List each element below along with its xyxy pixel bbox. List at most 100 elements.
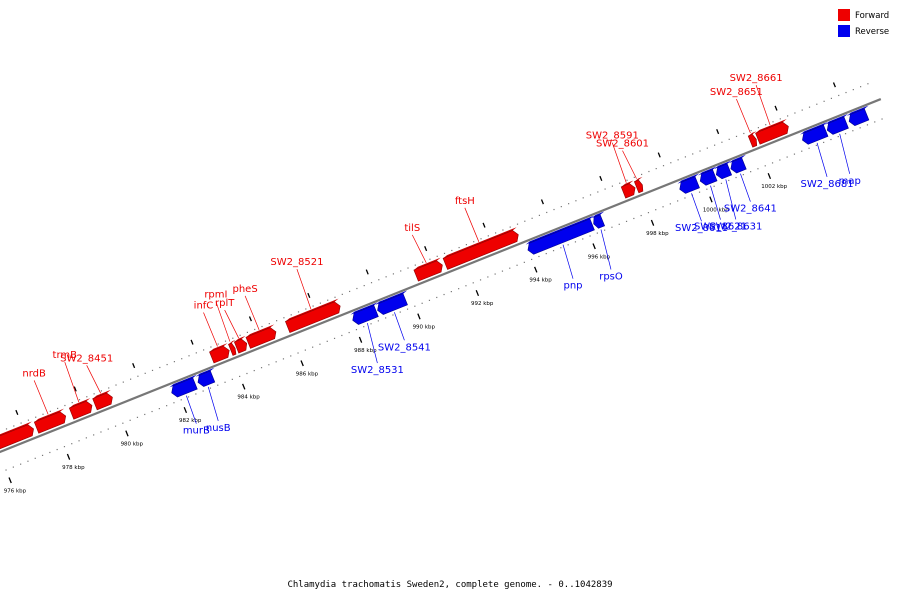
strand-dot xyxy=(312,305,314,307)
forward-gene-infc[interactable] xyxy=(209,343,230,364)
axis-tick-label: 992 kbp xyxy=(471,301,494,307)
strand-dot xyxy=(662,165,665,167)
strand-dot xyxy=(13,425,15,427)
strand-dot xyxy=(472,282,474,284)
strand-dot xyxy=(494,273,496,275)
strand-dot xyxy=(618,223,620,225)
strand-dot xyxy=(516,223,519,225)
reverse-gene-rpso[interactable] xyxy=(591,211,606,229)
strand-dot xyxy=(509,267,511,269)
strand-dot xyxy=(502,229,504,231)
reverse-gene-sw2_8621[interactable] xyxy=(697,166,718,186)
reverse-gene-sw2_8641[interactable] xyxy=(728,154,747,174)
reverse-gene-map[interactable] xyxy=(824,113,849,135)
reverse-gene-sw2_8631[interactable] xyxy=(714,160,733,180)
strand-dot xyxy=(641,173,643,176)
gene-body xyxy=(171,377,198,398)
strand-dot xyxy=(239,334,241,336)
forward-gene-nrdb[interactable] xyxy=(33,408,67,434)
strand-dot xyxy=(509,226,511,228)
forward-gene-tils[interactable] xyxy=(413,257,443,282)
forward-gene-phes[interactable] xyxy=(245,324,277,349)
strand-dot xyxy=(626,179,628,181)
strand-dot xyxy=(465,244,468,246)
strand-dot xyxy=(63,446,66,448)
axis-tick-label: 998 kbp xyxy=(646,231,669,237)
forward-gene-trmb[interactable] xyxy=(68,398,93,420)
gene-label: SW2_8451 xyxy=(60,353,113,364)
gene-body xyxy=(633,179,644,194)
forward-gene-sw2_8591[interactable] xyxy=(620,180,636,199)
reverse-gene-sw2_8681[interactable] xyxy=(800,122,829,145)
strand-dot xyxy=(859,127,861,129)
strand-dot xyxy=(232,337,234,339)
forward-gene-sw2_8521[interactable] xyxy=(285,298,341,334)
gene-label: infC xyxy=(194,301,214,312)
strand-dot xyxy=(282,358,285,360)
gene-body xyxy=(679,176,700,194)
strand-dot xyxy=(625,220,628,223)
strand-dot xyxy=(698,191,701,193)
forward-gene-rplt[interactable] xyxy=(233,335,248,354)
strand-dot xyxy=(326,340,328,342)
strand-dot xyxy=(180,399,182,401)
strand-dot xyxy=(20,422,22,424)
forward-gene-sw2_8661[interactable] xyxy=(755,119,789,145)
gene-label-leader xyxy=(244,295,260,330)
gene-body xyxy=(442,230,519,270)
gene-label: tilS xyxy=(404,223,420,234)
gene-top-face xyxy=(92,389,111,399)
gene-top-face xyxy=(69,398,91,409)
strand-dot xyxy=(860,86,862,88)
strand-dot xyxy=(808,147,810,149)
genome-caption: Chlamydia trachomatis Sweden2, complete … xyxy=(287,580,612,590)
strand-dot xyxy=(187,396,190,398)
gene-label: SW2_8601 xyxy=(596,139,649,150)
strand-dot xyxy=(574,241,577,243)
strand-dot xyxy=(385,276,387,278)
strand-dot xyxy=(487,276,489,278)
strand-dot xyxy=(49,410,51,412)
gene-label: murB xyxy=(183,426,210,437)
forward-gene-sw2_8601[interactable] xyxy=(633,176,644,194)
gene-top-face xyxy=(748,131,757,137)
minor-tick xyxy=(190,339,194,345)
strand-dot xyxy=(385,317,387,319)
strand-dot xyxy=(720,182,723,184)
forward-gene-rpmi[interactable] xyxy=(228,339,237,356)
gene-label: SW2_8641 xyxy=(724,204,777,215)
reverse-gene-murb[interactable] xyxy=(169,374,198,398)
reverse-gene-sw2_8611[interactable] xyxy=(677,173,700,194)
reverse-gene-pnp[interactable] xyxy=(525,215,595,255)
reverse-gene-sw2_8531[interactable] xyxy=(350,302,379,325)
axis-tick xyxy=(66,453,71,460)
axis-tick-label: 994 kbp xyxy=(529,278,552,284)
gene-label-leader xyxy=(186,395,197,424)
strand-dot xyxy=(122,422,124,424)
strand-dot xyxy=(5,469,7,471)
minor-tick xyxy=(365,269,369,275)
strand-dot xyxy=(823,100,825,102)
strand-dot xyxy=(93,393,95,395)
axis-tick xyxy=(183,407,188,414)
minor-tick xyxy=(540,199,544,205)
strand-dot xyxy=(582,238,584,240)
minor-tick xyxy=(132,363,136,369)
axis-tick xyxy=(592,243,596,250)
strand-dot xyxy=(801,150,803,152)
forward-gene-sw2_8651[interactable] xyxy=(747,131,758,148)
reverse-gene-unlabeled[interactable] xyxy=(846,105,870,126)
axis-tick xyxy=(125,430,129,437)
strand-dot xyxy=(108,387,110,389)
forward-gene-ftsh[interactable] xyxy=(442,227,519,270)
strand-dot xyxy=(823,141,825,144)
gene-label-leader xyxy=(33,380,49,415)
forward-gene-sw2_8451[interactable] xyxy=(92,389,113,411)
reverse-gene-sw2_8541[interactable] xyxy=(375,290,408,315)
gene-top-face xyxy=(634,176,643,182)
forward-gene-unlabeled[interactable] xyxy=(0,421,34,451)
strand-dot xyxy=(670,162,672,164)
strand-dot xyxy=(370,282,373,284)
reverse-gene-nusb[interactable] xyxy=(195,367,216,387)
strand-dot xyxy=(100,431,102,433)
